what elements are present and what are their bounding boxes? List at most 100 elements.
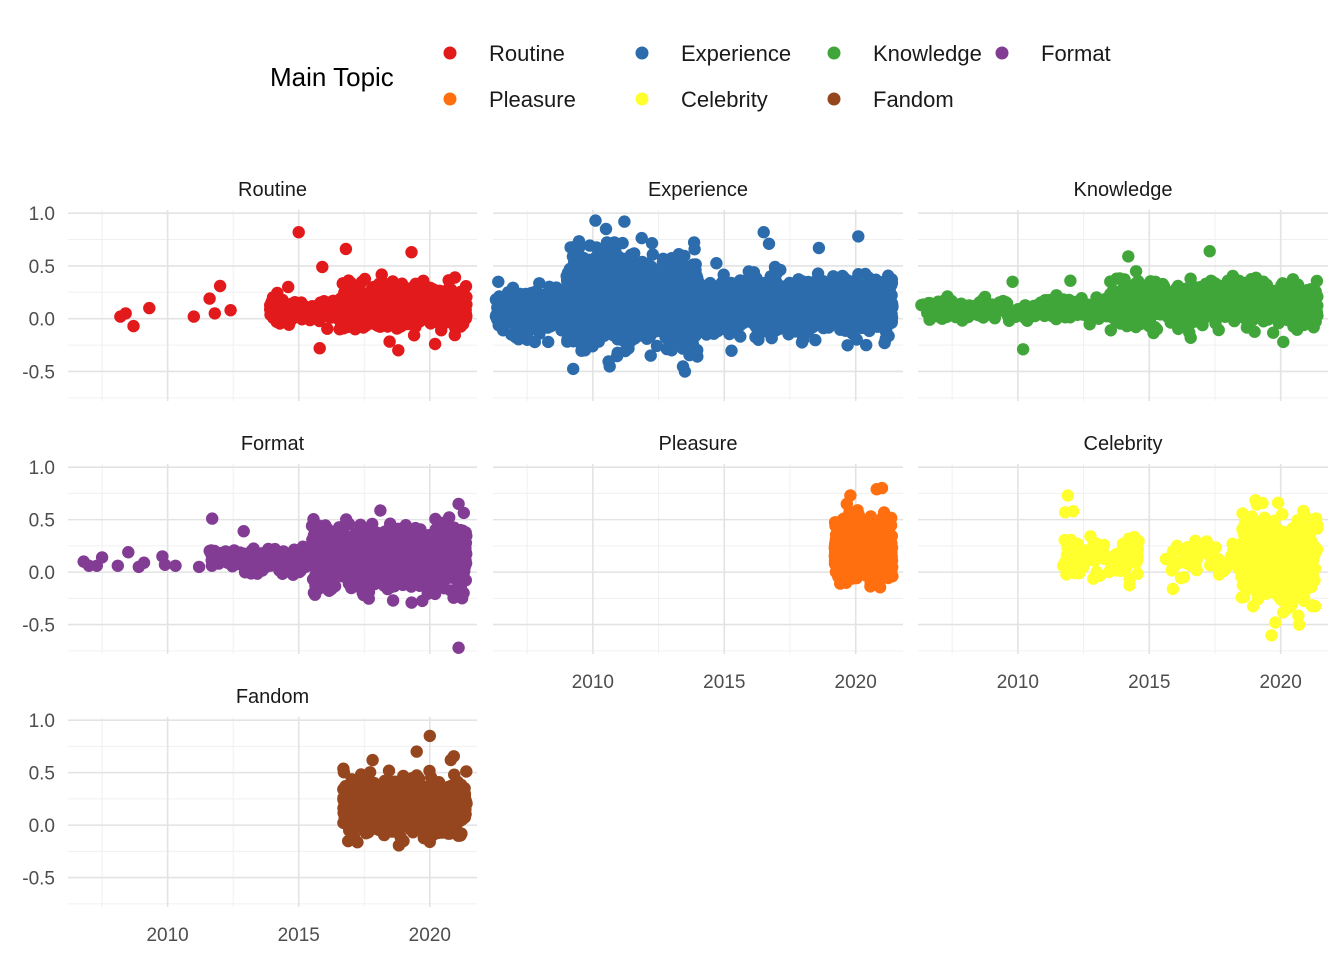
data-point [1286,312,1298,324]
data-point [580,284,592,296]
legend-key-pleasure [444,93,457,106]
data-point [816,279,828,291]
data-point [542,321,554,333]
data-point [768,283,780,295]
data-point [316,261,328,273]
data-point [716,280,728,292]
data-point [437,302,449,314]
data-point [425,308,437,320]
data-point [615,261,627,273]
data-point [1206,298,1218,310]
y-tick-label: 0.0 [29,563,55,584]
data-point [1064,275,1076,287]
legend-key-format [996,47,1009,60]
data-point [1277,336,1289,348]
data-point [143,302,155,314]
data-point [505,328,517,340]
data-point [593,335,605,347]
data-point [568,256,580,268]
points-experience [490,214,899,377]
data-point [1193,289,1205,301]
data-point [1257,298,1269,310]
legend-item-experience: Experience [636,41,792,66]
data-point [1262,313,1274,325]
data-point [451,304,463,316]
panel-title-routine: Routine [238,179,307,201]
data-point [449,271,461,283]
data-point [1140,297,1152,309]
data-point [1132,312,1144,324]
legend-item-fandom: Fandom [828,87,954,112]
y-tick-label: 0.5 [29,257,55,278]
data-point [683,349,695,361]
legend-item-pleasure: Pleasure [444,87,576,112]
data-point [1158,280,1170,292]
data-point [497,311,509,323]
legend-label-pleasure: Pleasure [489,87,576,112]
data-point [293,226,305,238]
legend-key-experience [636,47,649,60]
points-format [78,498,473,654]
data-point [748,266,760,278]
data-point [1311,275,1323,287]
data-point [269,308,281,320]
data-point [1245,285,1257,297]
data-point [1057,293,1069,305]
data-point [1222,304,1234,316]
data-point [1122,250,1134,262]
data-point [1196,319,1208,331]
data-point [521,334,533,346]
data-point [678,285,690,297]
data-point [408,329,420,341]
data-point [604,251,616,263]
data-point [1017,343,1029,355]
data-point [777,307,789,319]
data-point [120,307,132,319]
data-point [616,273,628,285]
legend-label-experience: Experience [681,41,791,66]
legend-title: Main Topic [270,62,394,92]
data-point [1019,299,1031,311]
data-point [710,257,722,269]
panel-routine: Routine-0.50.00.51.0 [22,179,477,401]
data-point [915,299,927,311]
data-point [733,314,745,326]
data-point [405,246,417,258]
data-point [1010,311,1022,323]
data-point [392,344,404,356]
legend-item-knowledge: Knowledge [828,41,982,66]
data-point [304,314,316,326]
data-point [1121,302,1133,314]
data-point [520,316,532,328]
y-tick-label: -0.5 [22,362,55,383]
data-point [690,258,702,270]
data-point [340,305,352,317]
data-point [1204,245,1216,257]
data-point [608,283,620,295]
data-point [342,274,354,286]
data-point [571,318,583,330]
data-point [880,323,892,335]
data-point [769,261,781,273]
data-point [758,226,770,238]
y-tick-label: 1.0 [29,458,55,479]
data-point [679,365,691,377]
legend-key-fandom [828,93,841,106]
legend-item-format: Format [996,41,1111,66]
data-point [883,293,895,305]
data-point [645,349,657,361]
data-point [1267,327,1279,339]
data-point [492,276,504,288]
legend-key-celebrity [636,93,649,106]
data-point [274,296,286,308]
data-point [954,298,966,310]
data-point [203,292,215,304]
data-point [601,236,613,248]
data-point [752,334,764,346]
data-point [596,274,608,286]
data-point [378,298,390,310]
data-point [283,319,295,331]
data-point [814,293,826,305]
data-point [755,307,767,319]
